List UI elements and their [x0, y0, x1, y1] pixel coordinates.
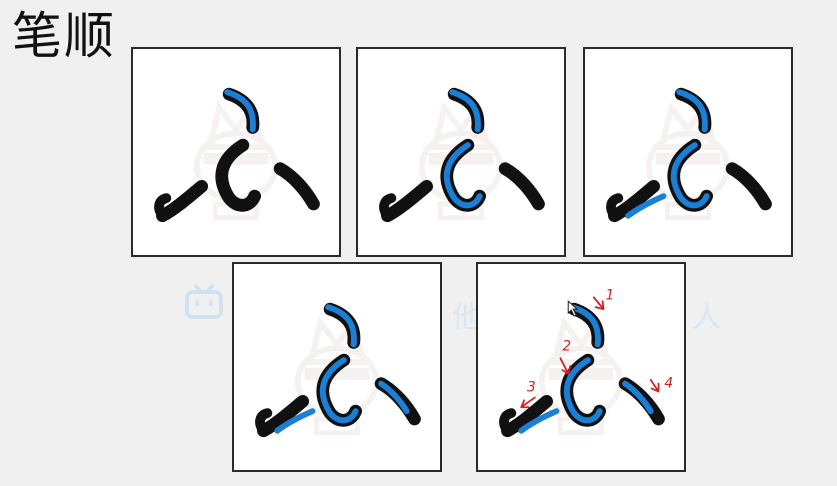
stroke-3-hook — [606, 193, 624, 221]
stroke-order-panel-2 — [356, 47, 566, 257]
highlight-stroke-2 — [563, 357, 603, 424]
stroke-arrow-2 — [559, 357, 572, 375]
highlight-stroke-3 — [518, 408, 560, 434]
highlight-stroke-2 — [319, 357, 359, 424]
stroke-number-2: 2 — [562, 338, 571, 354]
stroke-order-panel-4 — [232, 262, 442, 472]
character-base — [154, 87, 320, 223]
character-base — [606, 87, 772, 223]
watermark-char-2: 人 — [692, 300, 722, 335]
highlight-stroke-3 — [625, 193, 667, 219]
stroke-number-3: 3 — [527, 380, 536, 396]
stroke-2 — [215, 138, 262, 212]
highlight-stroke-1 — [676, 89, 708, 133]
stroke-order-panel-3 — [583, 47, 793, 257]
character-base — [499, 302, 665, 438]
character-base — [255, 302, 421, 438]
stroke-order-panel-1 — [131, 47, 341, 257]
stroke-4 — [725, 162, 772, 211]
mouse-cursor-icon — [567, 300, 579, 317]
highlight-stroke-3 — [274, 408, 316, 434]
stroke-3-hook — [154, 193, 172, 221]
stroke-4 — [273, 162, 320, 211]
highlight-stroke-1 — [449, 89, 481, 133]
stroke-number-4: 4 — [664, 376, 673, 392]
stroke-arrow-3 — [520, 396, 536, 409]
stroke-3-hook — [255, 408, 273, 436]
highlight-stroke-1 — [325, 304, 357, 348]
stroke-arrow-4 — [649, 378, 660, 393]
stroke-4 — [498, 162, 545, 211]
stroke-3-hook — [379, 193, 397, 221]
highlight-stroke-1 — [224, 89, 256, 133]
stroke-3-hook — [499, 408, 517, 436]
highlight-stroke-4 — [378, 380, 410, 415]
highlight-stroke-2 — [670, 142, 710, 209]
bilibili-tv-icon — [184, 284, 224, 320]
highlight-stroke-2 — [443, 142, 483, 209]
page-title: 笔顺 — [12, 7, 116, 65]
character-base — [379, 87, 545, 223]
stroke-order-panel-5: 1 2 3 4 — [476, 262, 686, 472]
highlight-stroke-4 — [622, 380, 654, 415]
stroke-arrow-1 — [592, 296, 605, 311]
stroke-number-1: 1 — [606, 287, 615, 303]
